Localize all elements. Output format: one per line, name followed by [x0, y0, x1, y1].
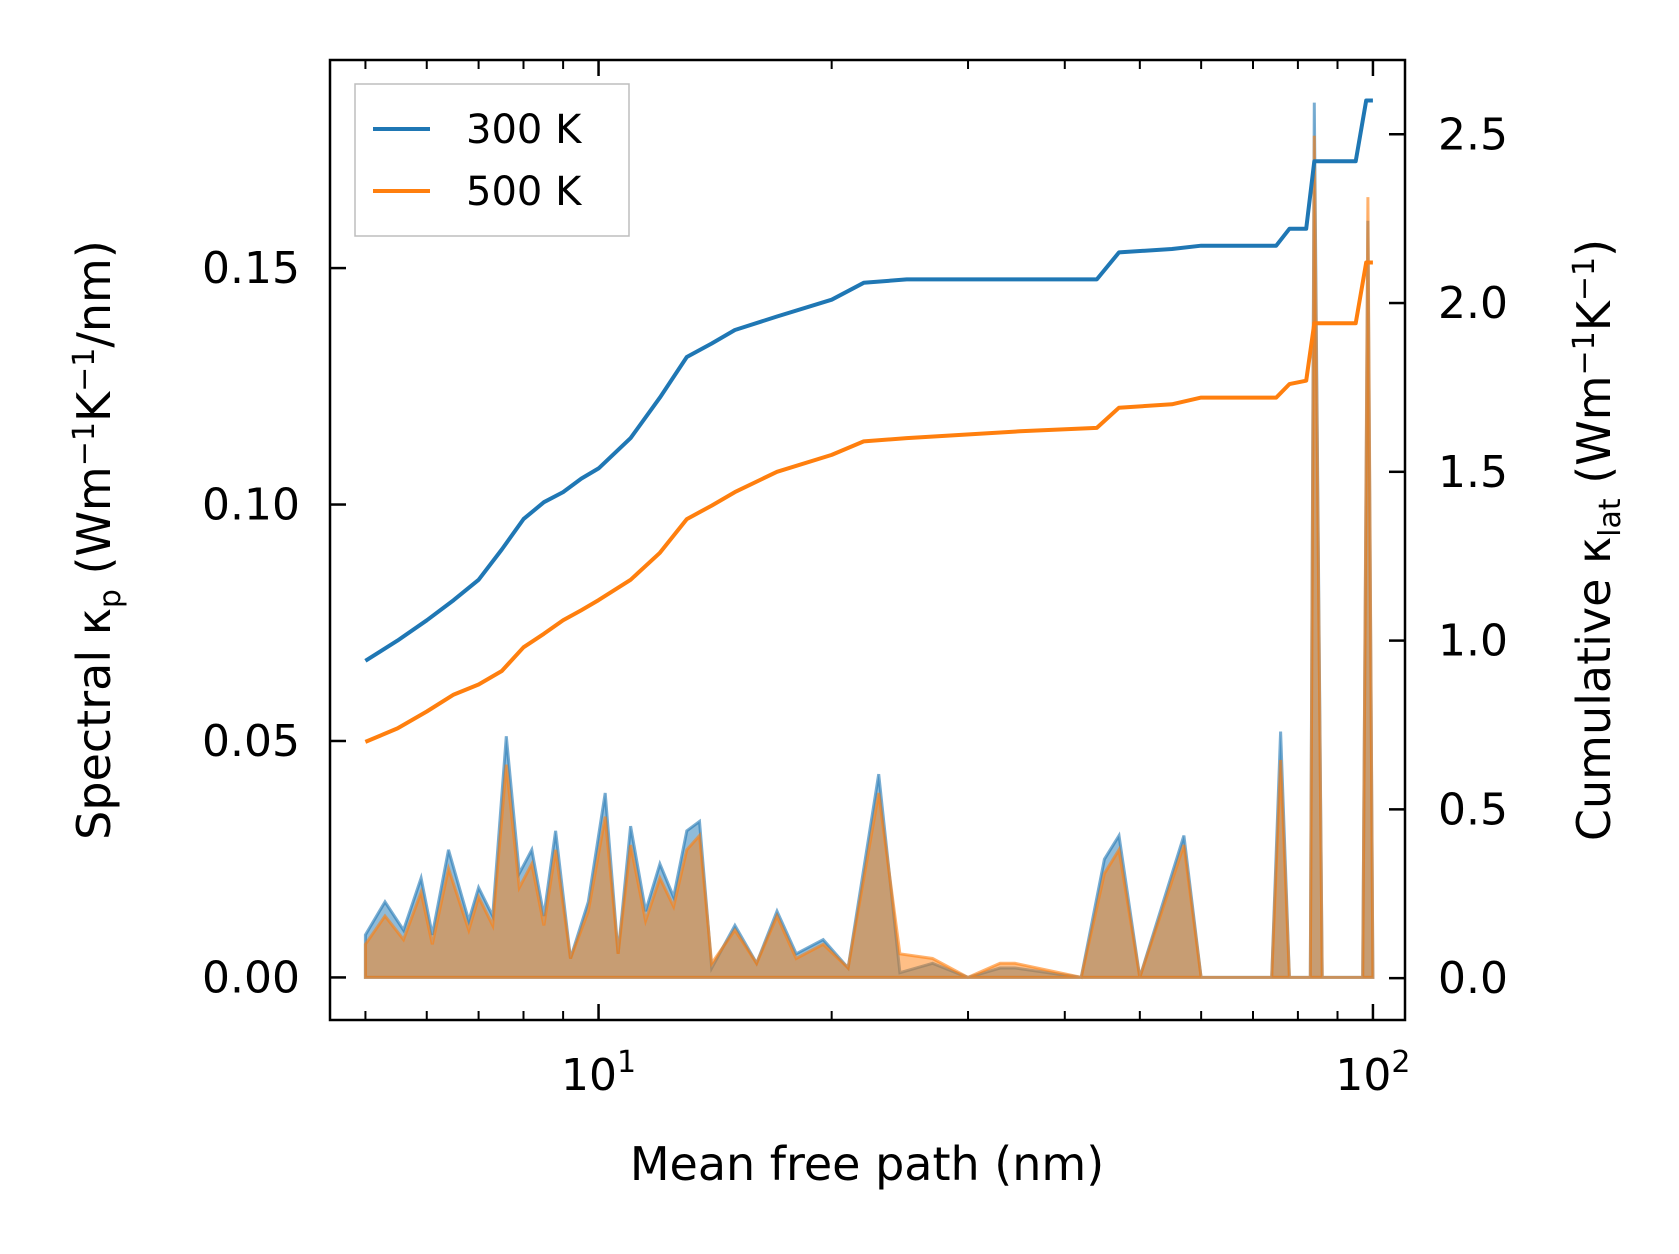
right-axis-label-sup2: −1 [1567, 257, 1602, 301]
right-y-tick-label: 1.0 [1438, 616, 1508, 667]
right-y-tick-label: 2.0 [1438, 278, 1508, 329]
legend-label-300k: 300 K [466, 107, 583, 153]
right-y-tick-label: 0.0 [1438, 953, 1508, 1004]
left-axis-label-unit-post: /nm) [67, 240, 121, 347]
spectral-area-500k [363, 135, 1375, 980]
x-tick-label-exponent: 1 [617, 1045, 636, 1080]
left-axis-label-sup1: −1 [67, 422, 102, 466]
right-axis-label-sup1: −1 [1567, 331, 1602, 375]
left-axis-label: Spectral κp (Wm−1K−1/nm) [67, 240, 128, 840]
left-y-tick-label: 0.05 [202, 716, 300, 767]
cumulative-line-layer [364, 98, 1373, 744]
tick-layer [330, 60, 1405, 1020]
x-tick-label-exponent: 2 [1391, 1045, 1410, 1080]
legend-box [354, 83, 630, 237]
left-axis-label-unit-mid: K [67, 390, 121, 422]
right-y-tick-label: 1.5 [1438, 447, 1508, 498]
left-axis-label-main: Spectral κ [67, 608, 121, 840]
x-tick-label: 101 [561, 1045, 636, 1101]
plot-frame [328, 58, 1407, 1022]
legend: 300 K 500 K [354, 83, 630, 237]
right-axis-label-unit-pre: (Wm [1567, 375, 1621, 498]
x-tick-label-base: 10 [1335, 1050, 1391, 1101]
left-y-tick-label: 0.00 [202, 952, 300, 1003]
x-tick-label: 102 [1335, 1045, 1410, 1101]
left-y-tick-label: 0.15 [202, 243, 300, 294]
left-axis-label-unit-pre: (Wm [67, 466, 121, 589]
cumulative-line-500k [364, 260, 1373, 744]
right-axis-label-unit-post: ) [1567, 239, 1621, 257]
right-y-tick-label: 2.5 [1438, 109, 1508, 160]
spectral-area-layer [363, 102, 1375, 980]
right-axis-label-sub: lat [1593, 498, 1628, 537]
right-axis-label-main: Cumulative κ [1567, 537, 1621, 841]
x-tick-label-base: 10 [561, 1050, 617, 1101]
right-y-tick-label: 0.5 [1438, 784, 1508, 835]
right-axis-label-unit-mid: K [1567, 299, 1621, 331]
left-axis-label-sub: p [93, 589, 128, 608]
left-y-tick-label: 0.10 [202, 480, 300, 531]
left-axis-label-sup2: −1 [67, 348, 102, 392]
right-axis-label: Cumulative κlat (Wm−1K−1) [1567, 239, 1628, 841]
x-axis-label: Mean free path (nm) [630, 1137, 1104, 1191]
cumulative-line-300k [364, 98, 1373, 663]
legend-label-500k: 500 K [466, 169, 583, 215]
